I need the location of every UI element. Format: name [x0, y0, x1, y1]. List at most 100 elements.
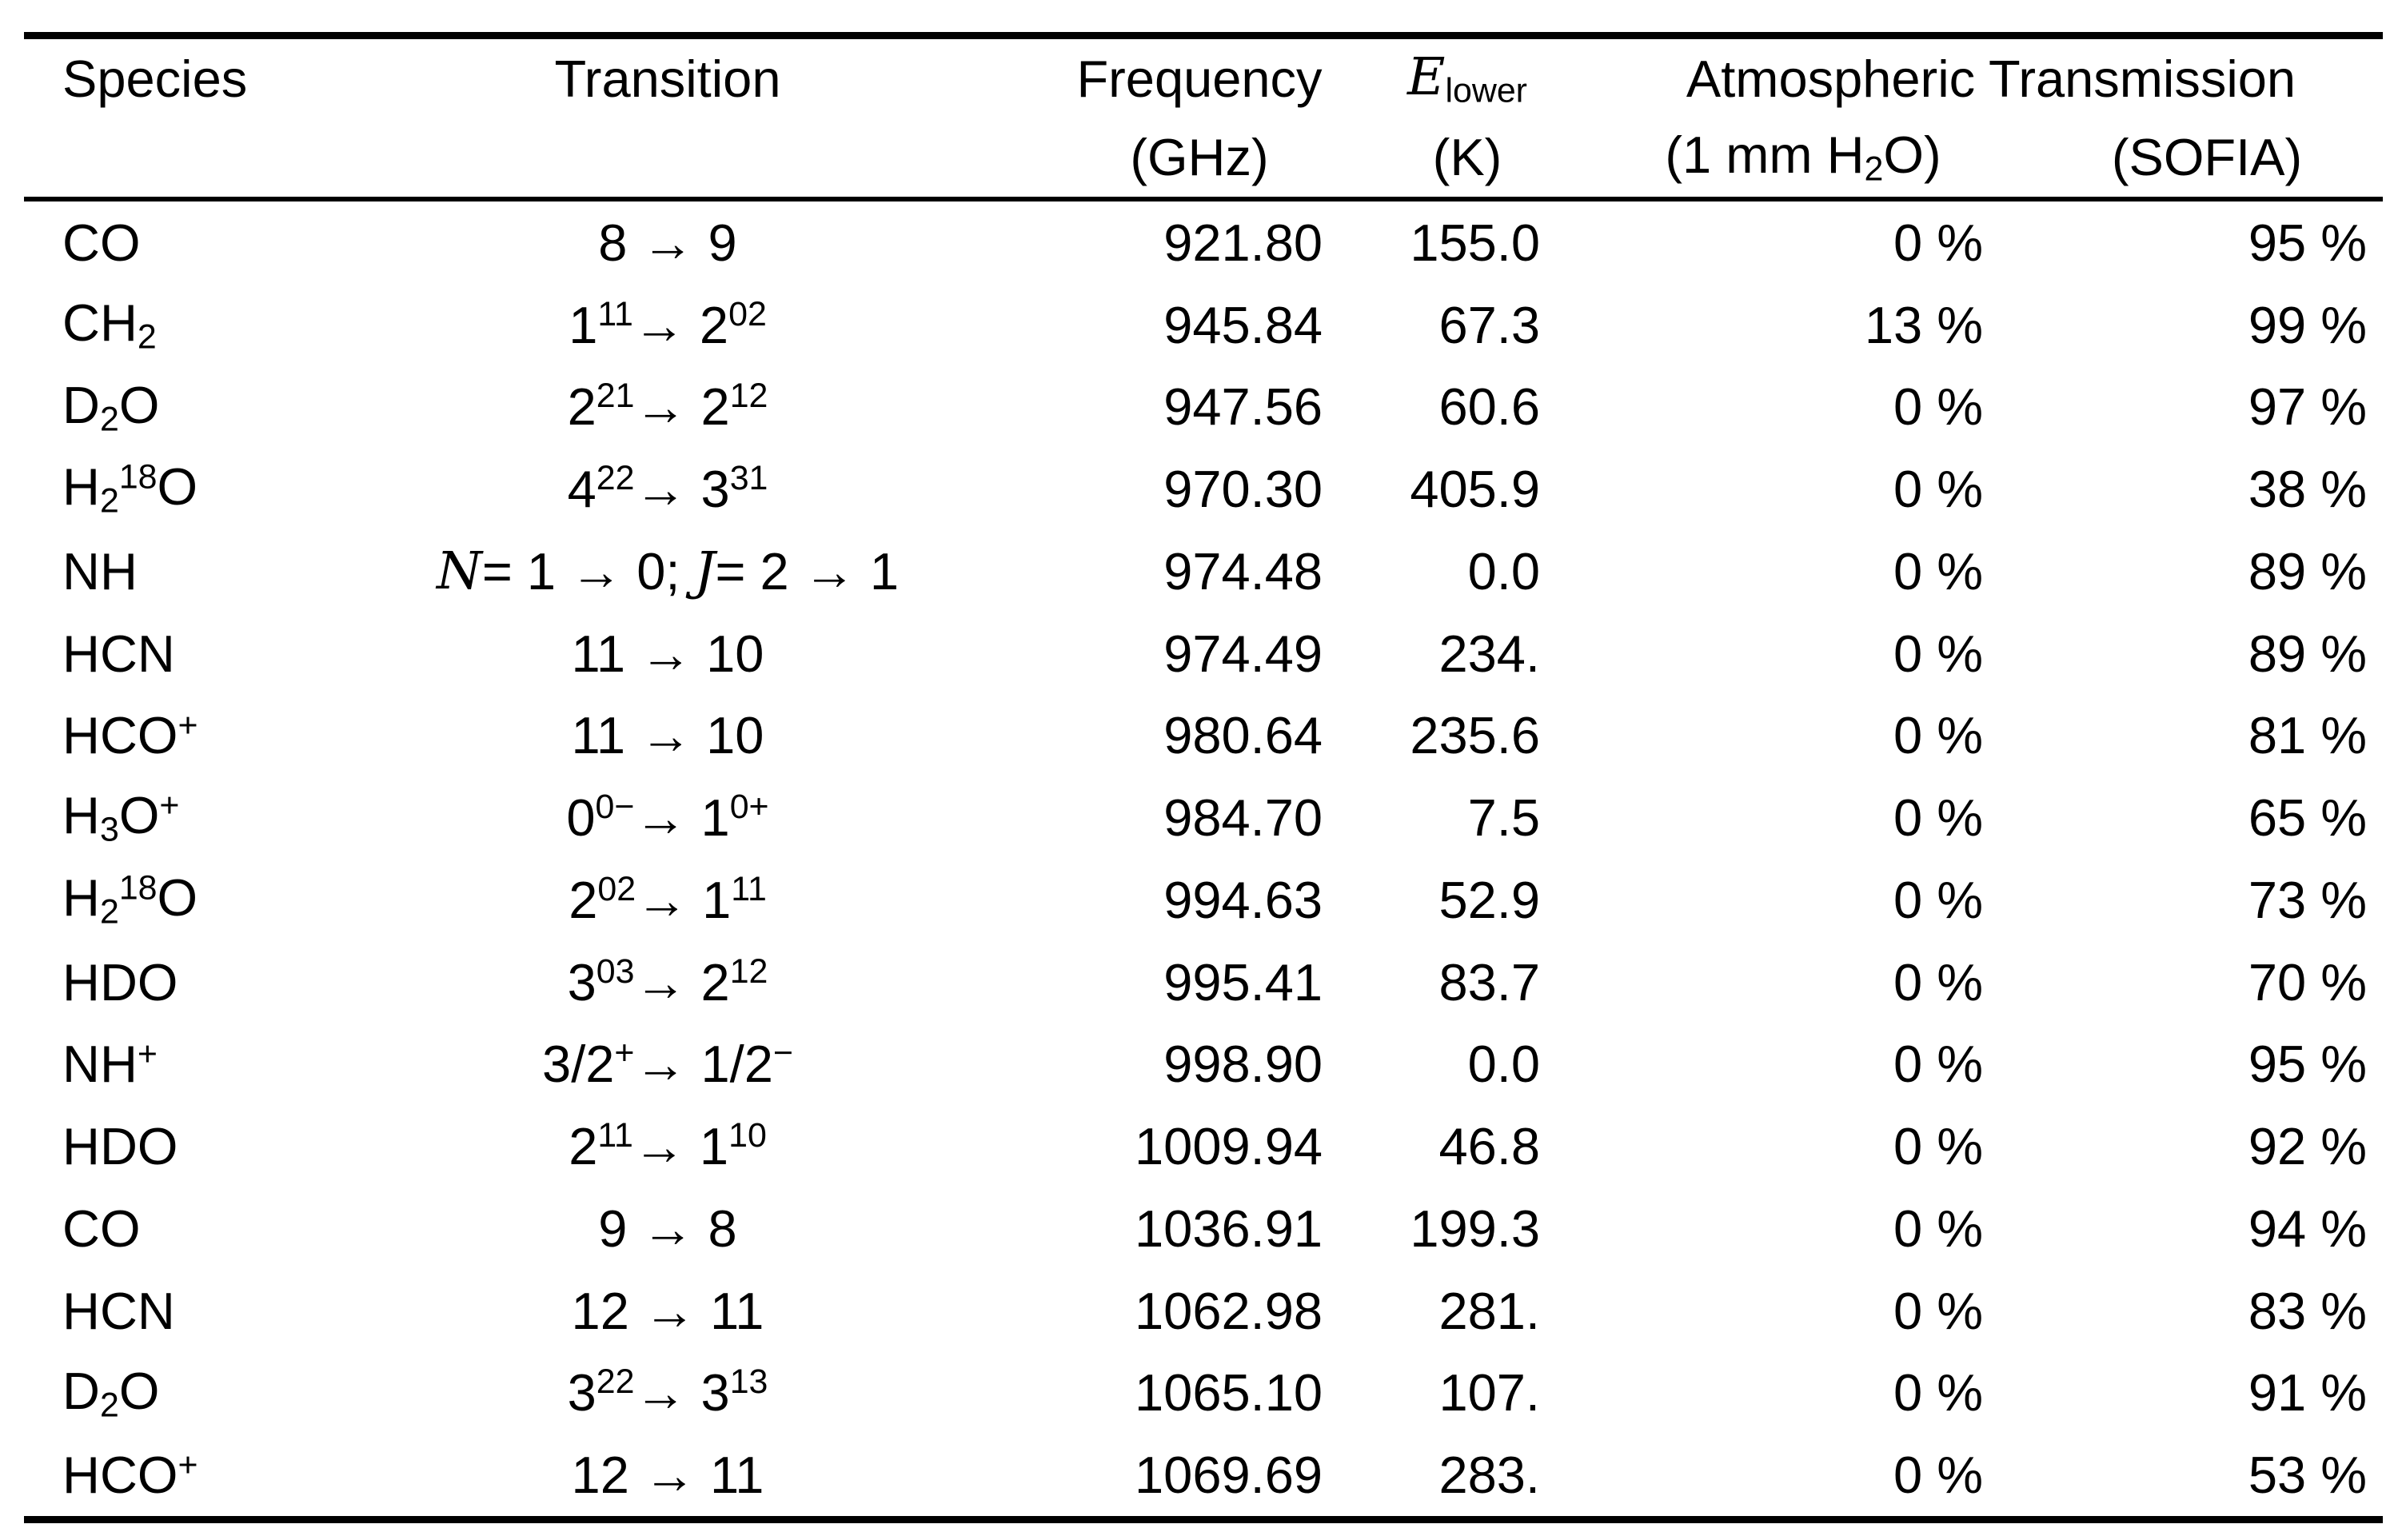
e-lower-cell: 234.: [1438, 624, 1540, 683]
table-row: HCN 11 → 10 974.49 234. 0 % 89 %: [24, 612, 2383, 695]
atmospheric-transmission-cell: 13 %: [1864, 295, 1983, 354]
atmospheric-transmission-cell: 0 %: [1893, 706, 1983, 765]
transition-cell: 8 → 9: [598, 213, 737, 272]
species-cell: CO: [62, 213, 141, 272]
species-cell: D2O: [62, 1361, 160, 1425]
header-e-lower-unit: (K): [1432, 128, 1502, 186]
sofia-transmission-cell: 92 %: [2248, 1117, 2367, 1176]
table-row: HDO 2 11 → 1 10 1009.94 46.8 0 % 92 %: [24, 1105, 2383, 1187]
header-sofia-unit: (SOFIA): [2111, 128, 2303, 186]
sofia-transmission-cell: 91 %: [2248, 1363, 2367, 1422]
header-e-lower: Elower: [1407, 46, 1527, 110]
atmospheric-transmission-cell: 0 %: [1893, 1199, 1983, 1258]
e-lower-cell: 46.8: [1438, 1117, 1540, 1176]
frequency-cell: 980.64: [1163, 706, 1323, 765]
transition-cell: N = 1 → 0; J = 2 → 1: [437, 541, 899, 601]
sofia-transmission-cell: 89 %: [2248, 624, 2367, 683]
species-cell: D2O: [62, 375, 160, 439]
frequency-cell: 970.30: [1163, 460, 1323, 519]
frequency-cell: 974.49: [1163, 624, 1323, 683]
frequency-cell: 995.41: [1163, 952, 1323, 1011]
table-bottom-rule: [24, 1516, 2383, 1523]
frequency-cell: 945.84: [1163, 295, 1323, 354]
sofia-transmission-cell: 65 %: [2248, 788, 2367, 848]
atmospheric-transmission-cell: 0 %: [1893, 1281, 1983, 1340]
atmospheric-transmission-cell: 0 %: [1893, 788, 1983, 848]
transition-cell: 12 → 11: [571, 1446, 764, 1505]
frequency-cell: 1009.94: [1135, 1117, 1323, 1176]
atmospheric-transmission-cell: 0 %: [1893, 1446, 1983, 1505]
sofia-transmission-cell: 83 %: [2248, 1281, 2367, 1340]
frequency-cell: 974.48: [1163, 541, 1323, 600]
frequency-cell: 1065.10: [1135, 1363, 1323, 1422]
species-cell: HDO: [62, 1117, 178, 1176]
table-top-rule: [24, 32, 2383, 39]
e-lower-cell: 52.9: [1438, 870, 1540, 929]
atmospheric-transmission-cell: 0 %: [1893, 1035, 1983, 1094]
frequency-cell: 1036.91: [1135, 1199, 1323, 1258]
atmospheric-transmission-cell: 0 %: [1893, 213, 1983, 272]
transition-cell: 4 22 → 3 31: [567, 459, 768, 519]
table-row: D2O 2 21 → 2 12 947.56 60.6 0 % 97 %: [24, 366, 2383, 449]
species-cell: HDO: [62, 952, 178, 1011]
atmospheric-transmission-cell: 0 %: [1893, 460, 1983, 519]
e-lower-cell: 60.6: [1438, 377, 1540, 437]
atmospheric-transmission-cell: 0 %: [1893, 541, 1983, 600]
species-cell: CH2: [62, 293, 157, 357]
table-row: H3O+ 0 0− → 1 0 + 984.70 7.5 0 % 65 %: [24, 776, 2383, 859]
e-lower-cell: 107.: [1438, 1363, 1540, 1422]
atmospheric-transmission-cell: 0 %: [1893, 1117, 1983, 1176]
table-row: HCN 12 → 11 1062.98 281. 0 % 83 %: [24, 1270, 2383, 1352]
header-frequency-unit: (GHz): [1130, 128, 1269, 186]
e-lower-cell: 199.3: [1410, 1199, 1540, 1258]
species-cell: HCN: [62, 1281, 175, 1340]
table-row: CO 8 → 9 921.80 155.0 0 % 95 %: [24, 201, 2383, 284]
sofia-transmission-cell: 95 %: [2248, 213, 2367, 272]
frequency-cell: 998.90: [1163, 1035, 1323, 1094]
sofia-transmission-cell: 97 %: [2248, 377, 2367, 437]
table-row: H218O 4 22 → 3 31 970.30 405.9 0 % 38 %: [24, 448, 2383, 530]
atmospheric-transmission-cell: 0 %: [1893, 624, 1983, 683]
atmospheric-transmission-cell: 0 %: [1893, 1363, 1983, 1422]
e-lower-cell: 283.: [1438, 1446, 1540, 1505]
header-atmospheric-transmission: Atmospheric Transmission: [1686, 49, 2296, 108]
atmospheric-transmission-cell: 0 %: [1893, 377, 1983, 437]
frequency-cell: 994.63: [1163, 870, 1323, 929]
frequency-cell: 1062.98: [1135, 1281, 1323, 1340]
transition-cell: 3 22 → 3 13: [567, 1362, 768, 1422]
table-header-row-2: (GHz) (K) (1 mm H2O) (SOFIA): [24, 118, 2383, 197]
table-row: NH+ 3/2 + → 1/2− 998.90 0.0 0 % 95 %: [24, 1023, 2383, 1106]
species-cell: NH+: [62, 1035, 158, 1094]
frequency-cell: 921.80: [1163, 213, 1323, 272]
e-lower-cell: 405.9: [1410, 460, 1540, 519]
atmospheric-transmission-cell: 0 %: [1893, 870, 1983, 929]
atmospheric-transmission-cell: 0 %: [1893, 952, 1983, 1011]
e-lower-cell: 67.3: [1438, 295, 1540, 354]
species-cell: H3O+: [62, 786, 180, 849]
transition-cell: 11 → 10: [571, 706, 764, 765]
table-row: H218O 2 02 → 1 11 994.63 52.9 0 % 73 %: [24, 859, 2383, 941]
transition-cell: 1 11 → 2 02: [569, 294, 767, 354]
species-cell: H218O: [62, 868, 198, 932]
table-row: CH2 1 11 → 2 02 945.84 67.3 13 % 99 %: [24, 284, 2383, 366]
sofia-transmission-cell: 53 %: [2248, 1446, 2367, 1505]
frequency-cell: 984.70: [1163, 788, 1323, 848]
transition-cell: 2 11 → 1 10: [569, 1116, 767, 1176]
transition-cell: 11 → 10: [571, 624, 764, 683]
header-atmospheric-unit: (1 mm H2O): [1665, 126, 1941, 189]
table-header-separator-rule: [24, 197, 2383, 201]
transition-cell: 9 → 8: [598, 1199, 737, 1258]
e-lower-cell: 83.7: [1438, 952, 1540, 1011]
header-transition: Transition: [554, 49, 781, 108]
table-row: HCO+ 11 → 10 980.64 235.6 0 % 81 %: [24, 695, 2383, 777]
species-cell: HCN: [62, 624, 175, 683]
sofia-transmission-cell: 81 %: [2248, 706, 2367, 765]
table-row: D2O 3 22 → 3 13 1065.10 107. 0 % 91 %: [24, 1352, 2383, 1434]
species-cell: CO: [62, 1199, 141, 1258]
table-body: CO 8 → 9 921.80 155.0 0 % 95 % CH2 1 11 →…: [24, 201, 2383, 1516]
transition-cell: 0 0− → 1 0 +: [566, 788, 769, 848]
sofia-transmission-cell: 70 %: [2248, 952, 2367, 1011]
species-cell: HCO+: [62, 1446, 198, 1505]
frequency-cell: 947.56: [1163, 377, 1323, 437]
